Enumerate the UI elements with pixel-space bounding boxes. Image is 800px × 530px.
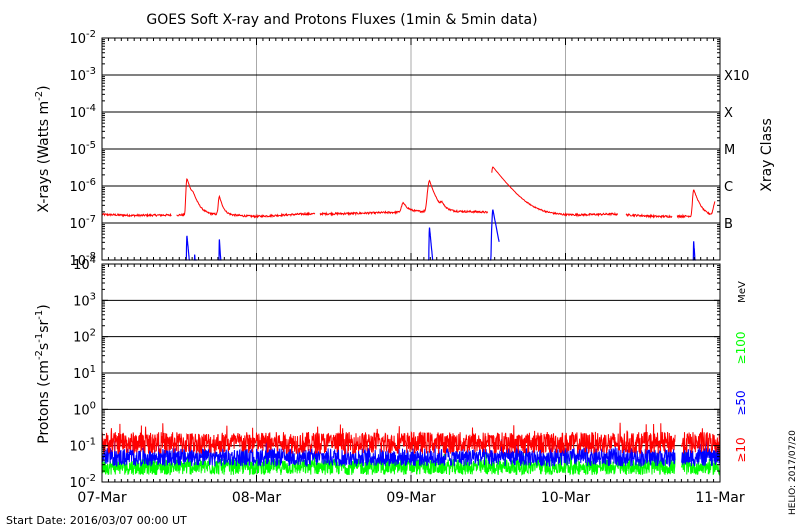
proton-y-tick: 102 [73,328,96,346]
xray-y-tick-base: 10 [69,143,86,158]
xray-y-tick-exp: -8 [86,251,96,262]
x-tick-label: 09-Mar [386,490,436,506]
x-tick-label: 07-Mar [77,490,127,506]
chart-title: GOES Soft X-ray and Protons Fluxes (1min… [146,12,537,28]
proton-y-tick: 100 [73,400,96,418]
proton-y-tick-base: 10 [73,403,90,418]
x-tick-label: 08-Mar [232,490,282,506]
credit-label: HELIO: 2017/07/20 [788,430,798,515]
xray-class-axis-title: Xray Class [759,118,775,192]
proton-ylabel-exp3: -1 [34,310,45,320]
proton-ylabel-base: Protons (cm [36,360,52,444]
proton-y-tick: 10-2 [69,473,96,491]
proton-y-tick-base: 10 [73,367,90,382]
proton-y-tick-exp: 3 [90,291,96,302]
xray-class-x: X [724,106,733,121]
proton-y-tick-exp: 1 [90,364,96,375]
xray-y-tick: 10-2 [69,29,96,47]
x-tick-label: 10-Mar [541,490,591,506]
xray-class-labels: B C M X X10 [724,69,749,232]
xray-grid [102,38,720,260]
xray-ylabel-exp: -2 [34,91,45,101]
xray-y-tick-exp: -2 [86,29,96,40]
proton-series [101,422,721,476]
proton-y-tick: 103 [73,291,96,309]
proton-ylabel-exp1: -2 [34,350,45,360]
xray-class-m: M [724,143,735,158]
proton-y-tick-exp: 0 [90,400,96,411]
xray-y-tick-base: 10 [69,69,86,84]
xray-ylabel-base: X-rays (Watts m [36,101,52,213]
xray-y-tick-base: 10 [69,180,86,195]
proton-ylabel-mid: s [36,343,52,350]
xray-y-tick-exp: -4 [86,103,96,114]
xray-y-tick-base: 10 [69,254,86,269]
x-tick-label: 11-Mar [695,490,745,506]
xray-y-tick: 10-8 [69,251,96,269]
xray-short-channel-burst [489,209,500,261]
proton-y-tick-exp: 4 [90,255,96,266]
proton-legend-entry: ≥10 [734,437,748,462]
proton-legend-entry: ≥100 [734,332,748,365]
xray-y-tick-base: 10 [69,217,86,232]
proton-ylabel-close: ) [36,304,52,309]
xray-long-channel-line [101,166,716,219]
proton-y-tick-exp: 2 [90,328,96,339]
xray-y-tick: 10-7 [69,214,96,232]
start-date-label: Start Date: 2016/03/07 00:00 UT [6,514,187,527]
proton-y-tick-base: 10 [73,331,90,346]
x-axis-tick-labels: 07-Mar 08-Mar 09-Mar 10-Mar 11-Mar [77,490,745,506]
proton-legend-entry: ≥50 [734,390,748,415]
proton-y-tick: 101 [73,364,96,382]
xray-class-x10: X10 [724,69,749,84]
proton-ylabel-mid2: sr [36,319,52,332]
xray-ylabel: X-rays (Watts m-2) [34,85,52,212]
proton-ylabel: Protons (cm-2s-1sr-1) [34,304,52,443]
xray-y-tick-labels: 10-810-710-610-510-410-310-2 [69,29,721,269]
proton-energy-legend: MeV ≥100 ≥50 ≥10 [734,281,748,463]
proton-unit-label: MeV [737,281,748,303]
proton-y-tick: 10-1 [69,437,96,455]
xray-y-tick: 10-3 [69,66,96,84]
proton-y-tick-base: 10 [69,476,86,491]
proton-ylabel-exp2: -1 [34,333,45,343]
proton-y-tick: 104 [73,255,96,273]
xray-ylabel-close: ) [36,85,52,90]
xray-y-tick-exp: -3 [86,66,96,77]
proton-y-tick-base: 10 [73,294,90,309]
proton-y-tick-exp: -1 [86,437,96,448]
proton-flux-line [101,422,721,455]
proton-y-tick-base: 10 [69,440,86,455]
xray-class-c: C [724,180,733,195]
proton-y-tick-base: 10 [73,258,90,273]
xray-y-tick: 10-5 [69,140,96,158]
proton-y-tick-exp: -2 [86,473,96,484]
xray-y-tick: 10-6 [69,177,96,195]
xray-y-tick-exp: -5 [86,140,96,151]
xray-class-b: B [724,217,733,232]
xray-y-tick-exp: -6 [86,177,96,188]
xray-y-tick: 10-4 [69,103,96,121]
xray-y-tick-base: 10 [69,106,86,121]
xray-y-tick-exp: -7 [86,214,96,225]
xray-y-tick-base: 10 [69,32,86,47]
